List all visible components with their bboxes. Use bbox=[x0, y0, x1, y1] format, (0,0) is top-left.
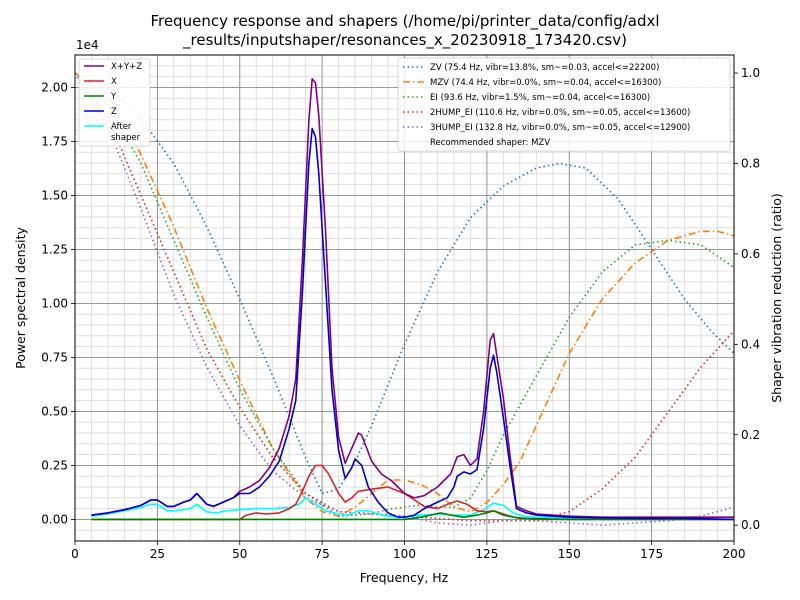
recommended-shaper-text: Recommended shaper: MZV bbox=[430, 138, 550, 148]
legend-shaper-label: MZV (74.4 Hz, vibr=0.0%, sm~=0.04, accel… bbox=[430, 78, 661, 88]
chart-title-line-1: Frequency response and shapers (/home/pi… bbox=[150, 12, 659, 31]
shaper-line-2 bbox=[75, 72, 734, 517]
y-tick-label: 0.00 bbox=[41, 512, 68, 526]
y-tick-label: 1.75 bbox=[41, 134, 68, 148]
y2-tick-label: 0.4 bbox=[741, 337, 760, 351]
legend-psd-label: X bbox=[111, 77, 117, 87]
chart-title-line-2: _results/inputshaper/resonances_x_202309… bbox=[182, 31, 627, 50]
x-tick-label: 0 bbox=[71, 547, 79, 561]
y-tick-label: 0.75 bbox=[41, 350, 68, 364]
legend-shaper-label: ZV (75.4 Hz, vibr=13.8%, sm~=0.03, accel… bbox=[430, 63, 659, 73]
legend-shaper-label: EI (93.6 Hz, vibr=1.5%, sm~=0.04, accel<… bbox=[430, 93, 650, 103]
x-axis-label: Frequency, Hz bbox=[360, 570, 449, 585]
y-tick-label: 2.00 bbox=[41, 80, 68, 94]
legend-shapers: ZV (75.4 Hz, vibr=13.8%, sm~=0.03, accel… bbox=[397, 57, 731, 152]
y-axis-ticks: 0.00 0.25 0.50 0.75 1.00 1.25 1.50 1.75 2.00 bbox=[41, 80, 75, 526]
y-tick-label: 1.00 bbox=[41, 296, 68, 310]
y2-axis-label: Shaper vibration reduction (ratio) bbox=[769, 193, 784, 403]
psd-lines bbox=[91, 78, 734, 521]
y-tick-label: 1.50 bbox=[41, 188, 68, 202]
x-tick-label: 200 bbox=[723, 547, 746, 561]
legend-psd-label: shaper bbox=[111, 133, 141, 143]
y2-axis-ticks: 0.0 0.2 0.4 0.6 0.8 1.0 bbox=[734, 66, 760, 532]
x-tick-label: 50 bbox=[232, 547, 247, 561]
shaper-line-4 bbox=[75, 72, 734, 527]
x-tick-label: 175 bbox=[640, 547, 663, 561]
x-tick-label: 25 bbox=[150, 547, 165, 561]
x-tick-label: 125 bbox=[475, 547, 498, 561]
y-tick-label: 0.50 bbox=[41, 404, 68, 418]
psd-line-1 bbox=[91, 464, 734, 521]
legend-shapers-box bbox=[397, 57, 731, 152]
y-tick-label: 0.25 bbox=[41, 458, 68, 472]
psd-line-4 bbox=[91, 497, 734, 521]
legend-psd-label: X+Y+Z bbox=[111, 62, 142, 72]
legend-psd-label: After bbox=[111, 122, 132, 132]
legend-shaper-label: 3HUMP_EI (132.8 Hz, vibr=0.0%, sm~=0.05,… bbox=[430, 123, 690, 133]
y2-tick-label: 0.0 bbox=[741, 518, 760, 532]
legend-psd-label: Z bbox=[111, 107, 117, 117]
y2-tick-label: 1.0 bbox=[741, 66, 760, 80]
legend-psd-label: Y bbox=[110, 92, 117, 102]
y-tick-label: 1.25 bbox=[41, 242, 68, 256]
psd-line-3 bbox=[91, 127, 734, 521]
y-offset-text: 1e4 bbox=[76, 38, 99, 52]
x-tick-label: 100 bbox=[393, 547, 416, 561]
y2-tick-label: 0.6 bbox=[741, 247, 760, 261]
x-tick-label: 150 bbox=[558, 547, 581, 561]
legend-shaper-label: 2HUMP_EI (110.6 Hz, vibr=0.0%, sm~=0.05,… bbox=[430, 108, 690, 118]
y2-tick-label: 0.2 bbox=[741, 428, 760, 442]
x-axis-ticks: 0 25 50 75 100 125 150 175 200 bbox=[71, 541, 745, 561]
y-axis-label: Power spectral density bbox=[13, 227, 28, 369]
x-tick-label: 75 bbox=[314, 547, 329, 561]
psd-line-2 bbox=[91, 510, 734, 521]
y2-tick-label: 0.8 bbox=[741, 157, 760, 171]
shaper-lines bbox=[75, 72, 734, 527]
